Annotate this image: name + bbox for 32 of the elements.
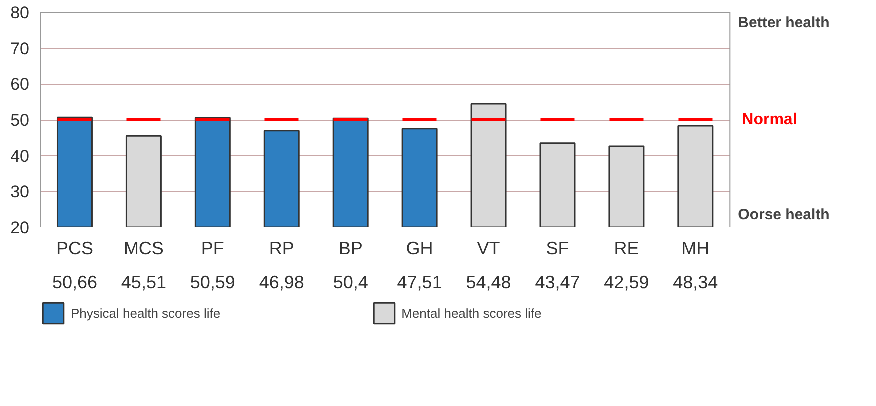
- data-label: 50,59: [190, 272, 236, 292]
- y-tick-label: 40: [10, 146, 30, 166]
- data-label: 50,66: [52, 272, 98, 292]
- data-label: 45,51: [121, 272, 166, 292]
- data-label: 43,47: [535, 272, 580, 292]
- y-tick-label: 60: [10, 75, 30, 94]
- x-tick-label: GH: [406, 238, 434, 258]
- data-label: 54,48: [466, 272, 512, 292]
- y-tick-label: 50: [10, 111, 30, 130]
- text: Better health: [738, 14, 830, 32]
- data-label: 46,98: [259, 272, 304, 292]
- y-tick-label: 70: [10, 39, 30, 58]
- x-tick-label: BP: [338, 238, 363, 258]
- legend-label: Mental health scores life: [402, 306, 542, 320]
- x-tick-label: VT: [477, 238, 500, 258]
- x-tick-label: RE: [614, 238, 640, 258]
- data-label: 42,59: [604, 272, 650, 292]
- x-tick-label: PF: [201, 238, 224, 258]
- x-tick-label: MH: [682, 238, 710, 258]
- data-label: 47,51: [397, 272, 442, 292]
- data-label: 48,34: [673, 272, 718, 292]
- data-label: 50,4: [333, 272, 368, 292]
- text: Oorse health: [738, 206, 830, 224]
- legend-label: Physical health scores life: [71, 306, 221, 320]
- y-tick-label: 80: [10, 4, 30, 22]
- x-tick-label: MCS: [124, 238, 164, 258]
- y-tick-label: 30: [10, 182, 30, 202]
- x-tick-label: SF: [546, 238, 570, 258]
- y-tick-label: 20: [10, 218, 30, 238]
- ref-line-label: Normal: [742, 112, 798, 128]
- x-tick-label: RP: [269, 238, 294, 258]
- x-tick-label: PCS: [56, 238, 94, 258]
